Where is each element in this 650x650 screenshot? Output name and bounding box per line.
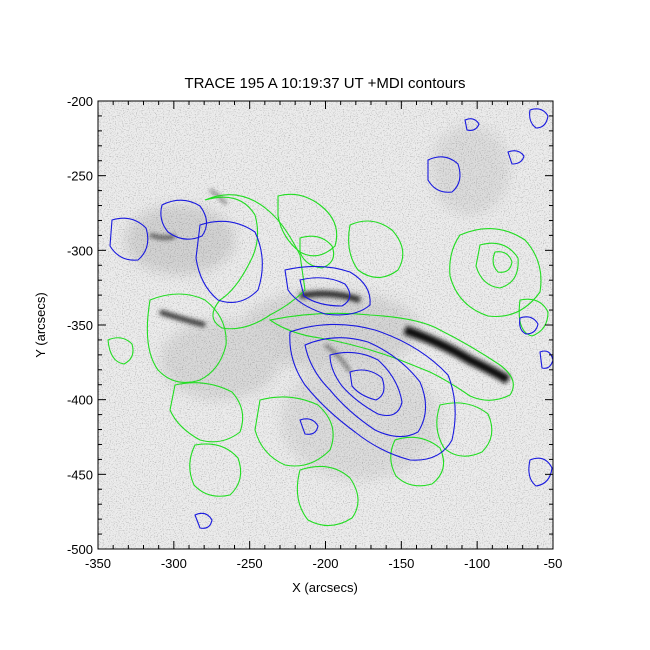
blue-contour-series xyxy=(109,108,553,529)
x-tick-label: -250 xyxy=(237,556,263,571)
y-axis: -200 -250 -300 -350 -400 -450 -500 xyxy=(67,94,553,557)
y-tick-label: -450 xyxy=(67,467,93,482)
green-contour xyxy=(436,402,493,457)
x-axis-label: X (arcsecs) xyxy=(292,580,358,595)
green-contour xyxy=(518,298,549,337)
blue-contour xyxy=(304,337,427,438)
green-contour xyxy=(277,193,338,257)
x-tick-label: -100 xyxy=(464,556,490,571)
blue-contour xyxy=(289,323,456,461)
green-contour xyxy=(390,436,445,487)
blue-contour xyxy=(507,150,525,165)
green-contour xyxy=(492,251,513,273)
green-contour xyxy=(204,194,306,330)
y-axis-label: Y (arcsecs) xyxy=(33,292,48,358)
y-tick-label: -200 xyxy=(67,94,93,109)
green-contour xyxy=(189,443,242,497)
x-tick-label: -300 xyxy=(161,556,187,571)
green-contour xyxy=(299,235,335,269)
green-contour xyxy=(296,465,359,527)
blue-contour xyxy=(195,220,263,303)
blue-contour xyxy=(519,316,539,335)
blue-contour xyxy=(160,199,208,240)
green-contour xyxy=(348,220,404,279)
chart-title: TRACE 195 A 10:19:37 UT +MDI contours xyxy=(184,75,465,92)
blue-contour xyxy=(284,265,371,316)
blue-contour xyxy=(194,512,213,529)
y-tick-label: -250 xyxy=(67,169,93,184)
y-tick-label: -500 xyxy=(67,542,93,557)
x-tick-label: -200 xyxy=(312,556,338,571)
x-tick-label: -50 xyxy=(544,556,563,571)
blue-contour xyxy=(349,369,385,401)
x-tick-label: -150 xyxy=(388,556,414,571)
blue-contour xyxy=(299,418,319,435)
green-contour xyxy=(254,396,334,467)
green-contour xyxy=(169,382,244,443)
x-tick-label: -350 xyxy=(85,556,111,571)
green-contour xyxy=(475,242,519,289)
x-axis: -350 -300 -250 -200 -150 -100 -50 xyxy=(85,101,562,571)
y-tick-label: -400 xyxy=(67,393,93,408)
green-contour xyxy=(107,337,134,365)
green-contour xyxy=(268,312,514,401)
blue-contour xyxy=(299,277,351,307)
blue-contour xyxy=(329,351,403,417)
green-contour-series xyxy=(107,193,549,527)
blue-contour xyxy=(528,457,553,487)
green-contour xyxy=(146,293,227,383)
blue-contour xyxy=(464,118,480,131)
y-tick-label: -350 xyxy=(67,318,93,333)
plot-area xyxy=(98,101,553,549)
green-contour xyxy=(449,228,542,318)
y-tick-label: -300 xyxy=(67,243,93,258)
blue-contour xyxy=(427,156,461,193)
blue-contour xyxy=(109,217,149,261)
blue-contour xyxy=(529,108,549,129)
